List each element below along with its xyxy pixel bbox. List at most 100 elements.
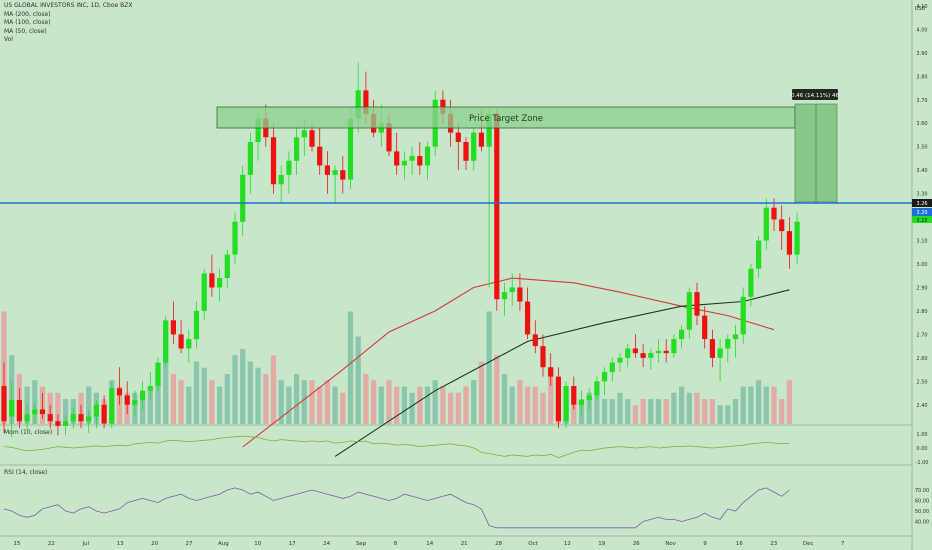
candle-body xyxy=(786,231,792,255)
volume-bar xyxy=(571,405,577,424)
candle-body xyxy=(347,118,354,180)
volume-bar xyxy=(702,399,708,424)
candle-body xyxy=(417,156,423,166)
resistance-price-label-bg xyxy=(912,199,932,207)
candle-body xyxy=(39,409,46,415)
candle-body xyxy=(317,146,323,166)
volume-bar xyxy=(671,392,677,424)
price-target-zone-label: Price Target Zone xyxy=(469,114,543,124)
measure-callout-text: 0.46 (14.11%) 46 xyxy=(791,93,840,99)
candle-body xyxy=(401,160,407,166)
candle-body xyxy=(748,268,754,297)
price-tick-label: 4.00 xyxy=(916,27,927,33)
volume-bar xyxy=(471,380,477,424)
candle-body xyxy=(771,207,777,220)
volume-bar xyxy=(270,355,277,424)
volume-bar xyxy=(663,399,669,424)
symbol-title[interactable]: US GLOBAL INVESTORS INC, 1D, Cboe BZX xyxy=(4,2,133,9)
volume-bar xyxy=(501,374,508,424)
candle-body xyxy=(455,132,461,142)
candle-body xyxy=(578,400,585,405)
rsi-line xyxy=(3,487,790,529)
volume-bar xyxy=(324,380,330,424)
candle-body xyxy=(671,339,677,354)
candle-body xyxy=(501,292,508,300)
time-tick-label: 21 xyxy=(461,541,468,547)
volume-bar xyxy=(232,355,238,424)
candle-body xyxy=(309,130,315,147)
candle-body xyxy=(70,414,76,422)
volume-bar xyxy=(55,392,61,424)
legend-ma3[interactable]: MA (50, close) xyxy=(4,27,47,35)
candle-body xyxy=(155,362,161,386)
candle-body xyxy=(478,132,484,147)
volume-bar xyxy=(340,392,346,424)
candle-body xyxy=(278,174,284,185)
price-tick-label: 2.70 xyxy=(916,332,927,338)
candle-body xyxy=(109,388,115,424)
candle-body xyxy=(409,156,415,161)
candle-body xyxy=(332,170,338,175)
last-price-label: 3.20 xyxy=(916,210,927,216)
time-tick-label: 24 xyxy=(323,541,330,547)
volume-bar xyxy=(540,392,546,424)
candle-body xyxy=(717,348,723,358)
time-tick-label: 12 xyxy=(564,541,571,547)
candle-body xyxy=(655,350,662,354)
candle-body xyxy=(116,388,123,396)
candle-body xyxy=(355,90,361,119)
volume-bar xyxy=(525,386,531,424)
legend-ma1[interactable]: MA (200, close) xyxy=(4,10,51,18)
candle-body xyxy=(609,362,615,372)
price-tick-label: 2.80 xyxy=(916,309,927,315)
candle-body xyxy=(386,123,392,152)
time-tick-label: 20 xyxy=(151,541,158,547)
volume-bar xyxy=(363,374,369,424)
price-tick-label: 2.40 xyxy=(916,403,927,409)
volume-bar xyxy=(694,392,700,424)
volume-bar xyxy=(779,399,785,424)
rsi-tick-label: 40.00 xyxy=(915,520,929,526)
volume-bar xyxy=(170,374,176,424)
volume-bar xyxy=(494,355,500,424)
candle-body xyxy=(702,315,708,340)
volume-bar xyxy=(648,399,654,424)
volume-bar xyxy=(147,386,153,424)
volume-bar xyxy=(332,386,338,424)
volume-bar xyxy=(709,399,715,424)
volume-bar xyxy=(286,386,292,424)
candle-body xyxy=(363,90,369,114)
candle-body xyxy=(532,334,538,347)
time-tick-label: 10 xyxy=(254,541,261,547)
candle-body xyxy=(247,142,253,175)
volume-bar xyxy=(224,374,230,424)
mom-tick-label: -1.00 xyxy=(916,460,929,466)
volume-bar xyxy=(632,405,638,424)
candle-body xyxy=(709,339,715,358)
candle-body xyxy=(548,367,554,377)
candle-body xyxy=(209,273,215,288)
legend-vol[interactable]: Vol xyxy=(4,36,13,43)
volume-bar xyxy=(417,386,423,424)
ma-price-label-bg xyxy=(912,216,932,223)
volume-bar xyxy=(432,380,438,424)
candle-body xyxy=(732,334,739,340)
candle-body xyxy=(101,404,107,424)
candle-body xyxy=(463,142,469,161)
volume-bar xyxy=(748,386,754,424)
rsi-legend[interactable]: RSI (14, close) xyxy=(4,469,48,476)
candle-body xyxy=(132,400,138,405)
candle-body xyxy=(301,130,307,138)
mom-legend[interactable]: Mom (10, close) xyxy=(4,429,53,436)
legend-ma2[interactable]: MA (100, close) xyxy=(4,19,51,26)
price-tick-label: 2.90 xyxy=(916,285,927,291)
candle-body xyxy=(517,287,523,302)
candle-body xyxy=(602,371,608,382)
price-tick-label: 3.50 xyxy=(916,145,927,151)
candle-body xyxy=(486,113,492,147)
volume-bar xyxy=(186,386,192,424)
candle-body xyxy=(1,386,7,422)
resistance-price-label: 3.26 xyxy=(916,201,927,207)
volume-bar xyxy=(463,386,469,424)
